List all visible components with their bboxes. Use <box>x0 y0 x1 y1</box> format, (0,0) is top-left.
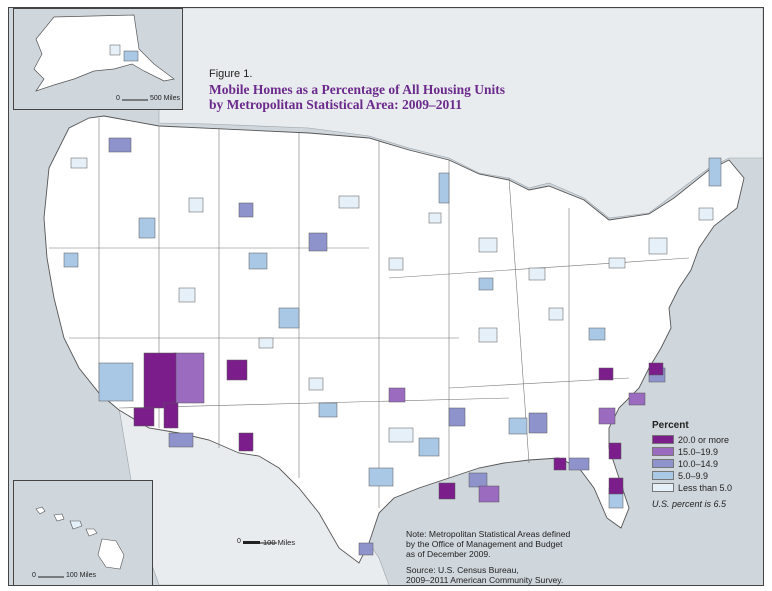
metro-area <box>63 252 79 268</box>
metro-area <box>478 277 494 291</box>
hawaii-map <box>14 481 152 585</box>
metro-area <box>478 237 498 253</box>
main-scale-zero: 0 <box>237 538 241 545</box>
metro-area <box>308 232 328 252</box>
figure-label: Figure 1. <box>209 68 253 80</box>
metro-area <box>648 237 668 255</box>
legend-item: Less than 5.0 <box>652 482 762 493</box>
map-frame: 0 500 Miles 0 100 Miles 0 100 Miles Figu… <box>8 7 764 586</box>
metro-area <box>478 327 498 343</box>
metro-area <box>278 307 300 329</box>
metro-area <box>308 377 324 391</box>
canada-landmass <box>158 8 763 219</box>
metro-area <box>173 352 205 404</box>
metro-area <box>108 137 132 153</box>
metro-area <box>168 432 194 448</box>
metro-area <box>548 307 564 321</box>
alaska-scale-label: 500 Miles <box>150 95 180 102</box>
hawaii-scale-label: 100 Miles <box>66 572 96 579</box>
legend-item: 15.0–19.9 <box>652 446 762 457</box>
metro-area <box>98 362 134 402</box>
metro-area <box>448 407 466 427</box>
metro-area <box>178 287 196 303</box>
metro-area <box>388 257 404 271</box>
legend-item: 5.0–9.9 <box>652 470 762 481</box>
metro-area <box>226 359 248 381</box>
metro-area <box>608 442 622 460</box>
metro-area <box>478 485 500 503</box>
legend-label: Less than 5.0 <box>678 482 733 493</box>
legend-swatch <box>652 435 674 444</box>
metro-area <box>418 437 440 457</box>
metro-area <box>598 407 616 425</box>
metro-area <box>708 157 722 187</box>
metro-area <box>428 212 442 224</box>
metro-area <box>553 457 567 471</box>
metro-area <box>598 367 614 381</box>
metro-area <box>648 362 664 376</box>
metro-area <box>238 432 254 452</box>
metro-area <box>338 195 360 209</box>
metro-area <box>258 337 274 349</box>
us-percent-note: U.S. percent is 6.5 <box>652 499 727 509</box>
note-line: Note: Metropolitan Statistical Areas def… <box>406 529 571 539</box>
legend-label: 10.0–14.9 <box>678 458 719 469</box>
alaska-scale-zero: 0 <box>116 95 120 102</box>
alaska-inset: 0 500 Miles <box>13 8 183 110</box>
metro-area <box>163 402 179 429</box>
alaska-map <box>14 9 182 109</box>
legend-swatch <box>652 483 674 492</box>
notes-block: Note: Metropolitan Statistical Areas def… <box>406 529 646 585</box>
metro-area <box>358 542 374 556</box>
hawaii-scale-zero: 0 <box>32 572 36 579</box>
metro-area <box>588 327 606 341</box>
metro-area <box>528 267 546 281</box>
metro-area <box>568 457 590 471</box>
legend-label: 20.0 or more <box>678 434 730 445</box>
metro-area <box>238 202 254 218</box>
metro-area <box>628 392 646 406</box>
note-line: as of December 2009. <box>406 549 491 559</box>
legend-swatch <box>652 459 674 468</box>
metro-area <box>138 217 156 239</box>
figure-title-line1: Mobile Homes as a Percentage of All Hous… <box>209 82 505 97</box>
metro-area <box>608 257 626 269</box>
figure-title-line2: by Metropolitan Statistical Area: 2009–2… <box>209 97 462 112</box>
legend-label: 15.0–19.9 <box>678 446 719 457</box>
hawaii-inset: 0 100 Miles <box>13 480 153 585</box>
metro-area <box>698 207 714 221</box>
legend-label: 5.0–9.9 <box>678 470 709 481</box>
metro-area <box>143 352 177 409</box>
main-scale-bar <box>243 541 277 544</box>
legend-item: 20.0 or more <box>652 434 762 445</box>
source-line: Source: U.S. Census Bureau, <box>406 565 519 575</box>
metro-area <box>468 472 488 488</box>
legend-title: Percent <box>652 420 689 431</box>
title-block: Figure 1. Mobile Homes as a Percentage o… <box>209 68 569 112</box>
legend-swatch <box>652 447 674 456</box>
metro-area <box>188 197 204 213</box>
legend: Percent 20.0 or more 15.0–19.9 10.0–14.9… <box>652 420 762 509</box>
legend-item: 10.0–14.9 <box>652 458 762 469</box>
metro-area <box>133 407 155 427</box>
metro-area <box>248 252 268 270</box>
metro-area <box>608 477 624 495</box>
metro-area <box>70 157 88 169</box>
metro-area <box>438 172 450 204</box>
metro-area <box>318 402 338 418</box>
main-scale-label: 100 Miles <box>263 538 296 547</box>
source-line: 2009–2011 American Community Survey. <box>406 575 564 585</box>
metro-area <box>388 387 406 403</box>
metro-area <box>508 417 528 435</box>
metro-area <box>368 467 394 487</box>
legend-swatch <box>652 471 674 480</box>
metro-area <box>528 412 548 434</box>
metro-area <box>438 482 456 500</box>
metro-areas <box>63 137 722 556</box>
note-line: by the Office of Management and Budget <box>406 539 563 549</box>
metro-area <box>388 427 414 443</box>
